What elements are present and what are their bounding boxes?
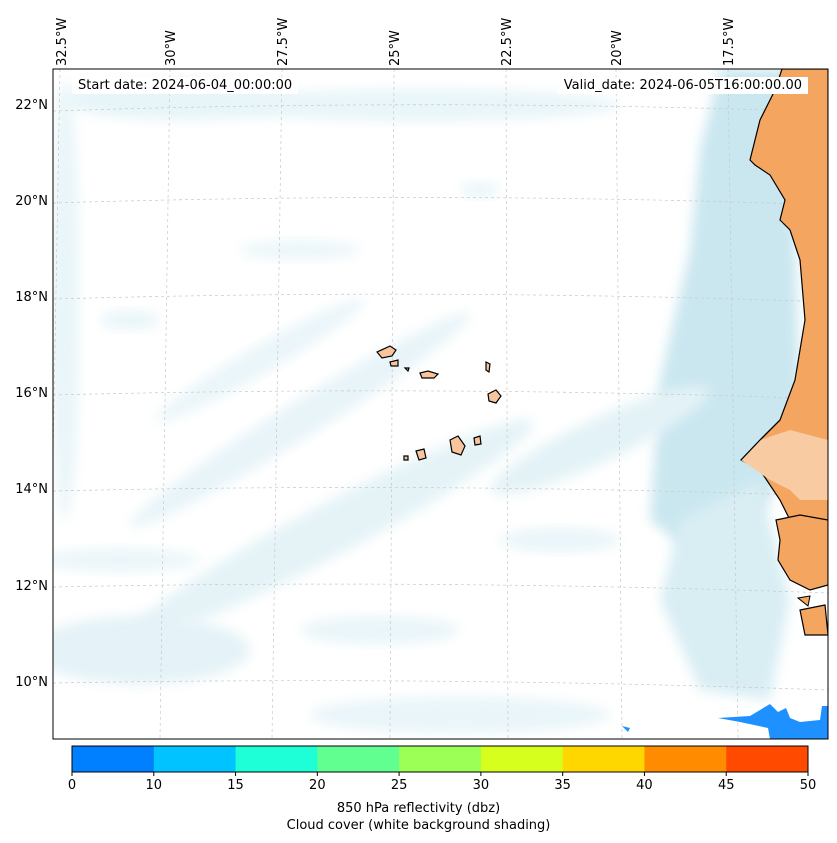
lon-label-32-5w: 32.5°W (55, 17, 70, 66)
colorbar-tick-label: 25 (390, 778, 408, 793)
colorbar-segment (153, 746, 237, 772)
colorbar (71, 745, 809, 776)
colorbar-subtitle: Cloud cover (white background shading) (286, 818, 551, 833)
lat-label-20n: 20°N (15, 194, 48, 209)
colorbar-segment (644, 746, 727, 772)
reflectivity-blobs (622, 704, 828, 739)
colorbar-tick-label: 50 (799, 778, 817, 793)
colorbar-tick-label: 0 (67, 778, 77, 793)
valid-date-label: Valid_date: 2024-06-05T16:00:00.00 (557, 77, 808, 94)
lon-label-20w: 20°W (610, 30, 625, 66)
colorbar-tick-label: 15 (227, 778, 244, 793)
colorbar-segment (317, 746, 400, 772)
colorbar-segment (726, 746, 809, 772)
colorbar-tick-label: 30 (472, 778, 490, 793)
lat-label-10n: 10°N (15, 675, 48, 690)
colorbar-tick-label: 40 (636, 778, 653, 793)
start-date-label: Start date: 2024-06-04_00:00:00 (72, 77, 299, 94)
colorbar-tick-label: 10 (145, 778, 163, 793)
lat-label-12n: 12°N (15, 579, 48, 594)
lat-label-22n: 22°N (15, 98, 48, 113)
lat-label-18n: 18°N (15, 290, 48, 305)
colorbar-segment (72, 746, 155, 772)
africa-landmass (740, 69, 828, 636)
colorbar-segment (399, 746, 482, 772)
lon-label-22-5w: 22.5°W (500, 17, 515, 66)
colorbar-tick-label: 45 (717, 778, 735, 793)
cloud-cover-shading (53, 69, 800, 733)
lat-label-16n: 16°N (15, 386, 48, 401)
map-frame (52, 68, 829, 740)
colorbar-segment (480, 746, 564, 772)
lon-label-27-5w: 27.5°W (276, 17, 291, 66)
colorbar-title: 850 hPa reflectivity (dbz) (336, 801, 501, 816)
colorbar-segment (562, 746, 645, 772)
lon-label-17-5w: 17.5°W (722, 17, 737, 66)
colorbar-tick-label: 20 (309, 778, 326, 793)
lon-label-25w: 25°W (388, 30, 403, 66)
colorbar-segment (235, 746, 318, 772)
colorbar-tick-label: 35 (554, 778, 571, 793)
lon-label-30w: 30°W (164, 30, 179, 66)
cape-verde-islands (376, 345, 502, 461)
map-gridlines (53, 69, 828, 739)
colorbar-frame (71, 745, 809, 773)
lat-label-14n: 14°N (15, 482, 48, 497)
